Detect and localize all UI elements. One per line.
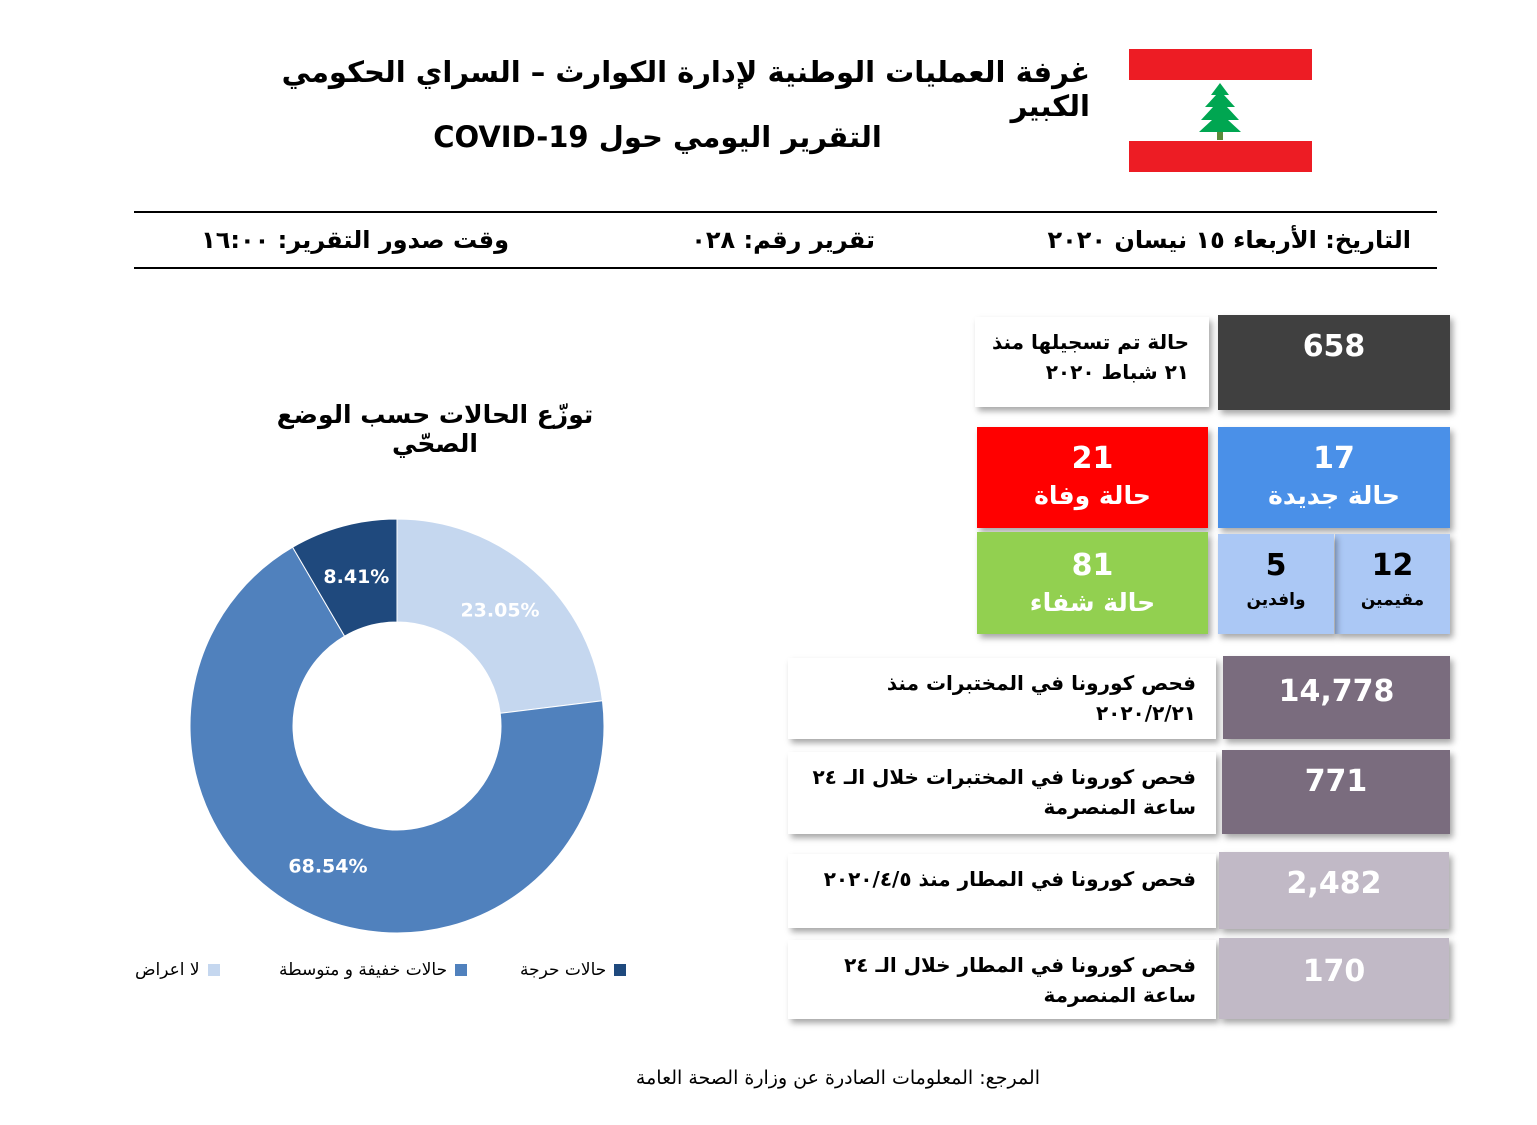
deaths-box: 21 حالة وفاة — [977, 427, 1208, 528]
slice-critical — [291, 518, 398, 637]
legend-swatch-critical — [614, 964, 627, 976]
airport-tests-total-label: فحص كورونا في المطار منذ ٢٠٢٠/٤/٥ — [788, 854, 1216, 928]
header-rule-top — [134, 211, 1437, 213]
residents-label: مقيمين — [1360, 590, 1425, 610]
lab-tests-24h-box: 771 — [1222, 750, 1450, 834]
legend-item-asymptomatic: لا اعراض — [135, 960, 220, 980]
arrivals-value: 5 — [1265, 548, 1287, 583]
arrivals-box: 5 وافدين — [1218, 534, 1334, 634]
lab-tests-total-label: فحص كورونا في المختبرات منذ ٢٠٢٠/٢/٢١ — [788, 658, 1216, 739]
deaths-label: حالة وفاة — [1034, 481, 1151, 510]
residents-box: 12 مقيمين — [1335, 534, 1450, 634]
header-rule-bottom — [134, 267, 1437, 269]
legend-item-mild-moderate: حالات خفيفة و متوسطة — [279, 960, 468, 980]
airport-tests-24h-box: 170 — [1219, 938, 1449, 1019]
legend-swatch-asymptomatic — [207, 964, 220, 976]
lab-tests-24h-value: 771 — [1304, 764, 1368, 799]
airport-tests-total-box: 2,482 — [1219, 852, 1449, 929]
legend-item-critical: حالات حرجة — [520, 960, 627, 980]
label-critical: 8.41% — [323, 566, 389, 588]
lab-tests-total-box: 14,778 — [1223, 656, 1450, 739]
lab-tests-24h-label: فحص كورونا في المختبرات خلال الـ ٢٤ ساعة… — [788, 752, 1216, 834]
deaths-value: 21 — [1071, 441, 1114, 476]
total-cases-label: حالة تم تسجيلها منذ ٢١ شباط ٢٠٢٠ — [975, 317, 1209, 407]
health-status-donut-chart: 23.05% 68.54% 8.41% — [189, 518, 605, 934]
legend-swatch-mild-moderate — [455, 964, 468, 976]
report-date: التاريخ: الأربعاء ١٥ نيسان ٢٠٢٠ — [1047, 226, 1411, 254]
chart-title: توزّع الحالات حسب الوضع الصحّي — [276, 400, 594, 458]
total-cases-value: 658 — [1302, 329, 1366, 364]
report-number: تقرير رقم: ٠٢٨ — [691, 226, 875, 254]
new-cases-value: 17 — [1313, 441, 1355, 476]
arrivals-label: وافدين — [1246, 590, 1306, 610]
label-mild-moderate: 68.54% — [288, 855, 367, 877]
recovered-box: 81 حالة شفاء — [977, 532, 1208, 634]
report-time: وقت صدور التقرير: ١٦:٠٠ — [201, 226, 509, 254]
recovered-value: 81 — [1071, 548, 1114, 583]
total-cases-box: 658 — [1218, 315, 1450, 410]
new-cases-box: 17 حالة جديدة — [1218, 427, 1450, 528]
label-asymptomatic: 23.05% — [460, 600, 539, 622]
airport-tests-24h-label: فحص كورونا في المطار خلال الـ ٢٤ ساعة ال… — [788, 940, 1216, 1019]
lebanon-flag-icon — [1129, 49, 1312, 172]
report-title: غرفة العمليات الوطنية لإدارة الكوارث – ا… — [281, 55, 1090, 123]
slice-mild-moderate — [189, 546, 605, 934]
residents-value: 12 — [1371, 548, 1414, 583]
source-note: المرجع: المعلومات الصادرة عن وزارة الصحة… — [635, 1067, 1040, 1089]
airport-tests-total-value: 2,482 — [1286, 866, 1382, 901]
airport-tests-24h-value: 170 — [1302, 954, 1366, 989]
lab-tests-total-value: 14,778 — [1278, 674, 1395, 709]
slice-asymptomatic — [396, 518, 604, 714]
new-cases-label: حالة جديدة — [1268, 481, 1400, 510]
recovered-label: حالة شفاء — [1029, 588, 1156, 617]
report-subtitle: التقرير اليومي حول COVID-19 — [433, 120, 882, 154]
